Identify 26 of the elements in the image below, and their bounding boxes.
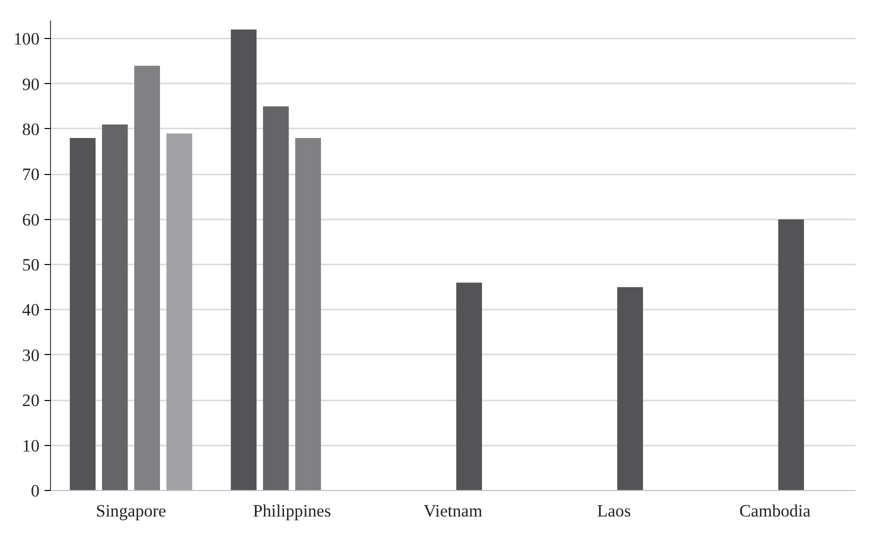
x-tick-label: Philippines [253, 502, 332, 520]
bar [295, 138, 321, 490]
x-tick-label: Vietnam [424, 502, 483, 520]
y-tick-label: 100 [14, 30, 40, 49]
bar [102, 124, 128, 490]
x-tick-label: Cambodia [739, 502, 811, 520]
bar [230, 30, 257, 490]
y-tick-label: 10 [22, 436, 40, 456]
y-tick-label: 70 [22, 165, 40, 184]
bar [263, 106, 289, 490]
x-tick-label: Singapore [96, 502, 166, 520]
y-tick-label: 60 [22, 210, 40, 230]
bar [166, 133, 192, 490]
y-tick-label: 30 [22, 346, 40, 365]
bar [456, 282, 482, 490]
y-tick-label: 0 [30, 482, 40, 500]
y-tick-label: 40 [22, 300, 40, 320]
y-tick-label: 50 [22, 256, 40, 275]
y-tick-label: 20 [22, 391, 40, 410]
y-tick-label: 80 [22, 120, 40, 139]
bar [134, 66, 160, 490]
bar [70, 138, 96, 490]
bar [778, 219, 804, 490]
x-tick-label: Laos [597, 502, 632, 520]
bar [617, 287, 643, 490]
y-tick-label: 90 [22, 74, 40, 94]
